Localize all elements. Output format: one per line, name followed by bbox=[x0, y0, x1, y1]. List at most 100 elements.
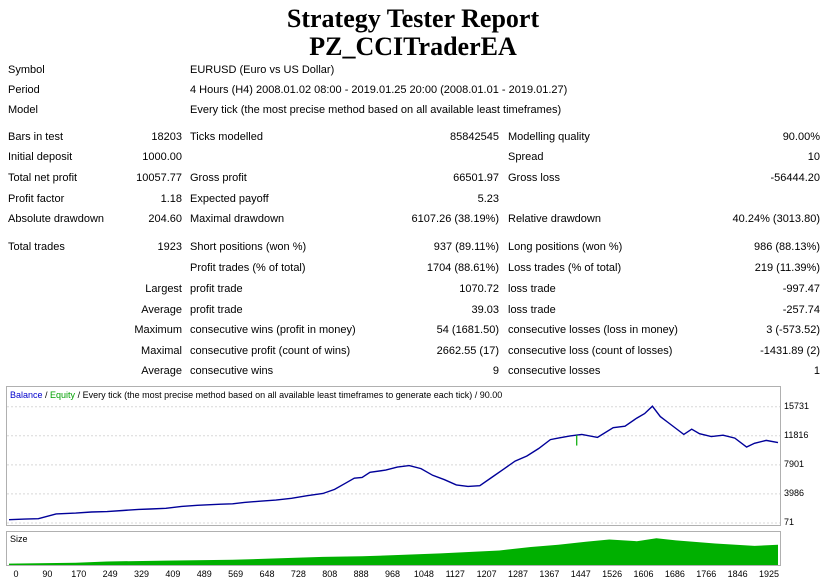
gross-loss-label: Gross loss bbox=[508, 172, 560, 184]
max-consec-wins-value: 54 (1681.50) bbox=[436, 324, 499, 336]
largest-loss-value: -997.47 bbox=[782, 283, 820, 295]
modelling-quality-label: Modelling quality bbox=[508, 131, 590, 143]
info-row-period: Period 4 Hours (H4) 2008.01.02 08:00 - 2… bbox=[0, 80, 826, 100]
x-tick-label: 90 bbox=[42, 569, 53, 579]
size-chart: Size bbox=[6, 531, 781, 566]
profit-trades-value: 1704 (88.61%) bbox=[426, 262, 499, 274]
x-tick-label: 249 bbox=[102, 569, 118, 579]
stats-row-profit: Total net profit 10057.77 Gross profit 6… bbox=[0, 168, 826, 188]
average-profit-value: 39.03 bbox=[471, 304, 499, 316]
largest-loss-label: loss trade bbox=[508, 283, 556, 295]
maximal-consec-loss-value: -1431.89 (2) bbox=[760, 345, 820, 357]
info-row-symbol: Symbol EURUSD (Euro vs US Dollar) bbox=[0, 60, 826, 80]
avg-consec-wins-value: 9 bbox=[492, 365, 499, 377]
maximal-consec-loss-label: consecutive loss (count of losses) bbox=[508, 345, 673, 357]
x-tick-label: 1846 bbox=[727, 569, 748, 579]
stats-row-average: Average profit trade 39.03 loss trade -2… bbox=[0, 300, 826, 320]
bars-in-test-value: 18203 bbox=[151, 131, 182, 143]
maximal-drawdown-value: 6107.26 (38.19%) bbox=[411, 213, 499, 225]
average-loss-value: -257.74 bbox=[782, 304, 820, 316]
x-tick-label: 1287 bbox=[507, 569, 529, 579]
size-label: Size bbox=[10, 534, 28, 544]
maximal-drawdown-label: Maximal drawdown bbox=[190, 213, 285, 225]
model-label: Model bbox=[8, 104, 38, 116]
stats-row-bars: Bars in test 18203 Ticks modelled 858425… bbox=[0, 127, 826, 147]
symbol-value: EURUSD (Euro vs US Dollar) bbox=[190, 64, 335, 76]
x-tick-label: 888 bbox=[353, 569, 369, 579]
stats-row-deposit: Initial deposit 1000.00 Spread 10 bbox=[0, 147, 826, 167]
initial-deposit-label: Initial deposit bbox=[8, 151, 73, 163]
x-tick-label: 0 bbox=[13, 569, 19, 579]
profit-trades-label: Profit trades (% of total) bbox=[190, 262, 306, 274]
largest-profit-label: profit trade bbox=[190, 283, 243, 295]
stats-row-factor: Profit factor 1.18 Expected payoff 5.23 bbox=[0, 189, 826, 209]
stats-row-trades: Total trades 1923 Short positions (won %… bbox=[0, 237, 826, 257]
model-value: Every tick (the most precise method base… bbox=[190, 104, 562, 116]
profit-factor-label: Profit factor bbox=[8, 193, 65, 205]
gross-profit-value: 66501.97 bbox=[453, 172, 499, 184]
ticks-modelled-label: Ticks modelled bbox=[190, 131, 263, 143]
y-tick-label: 11816 bbox=[784, 429, 809, 440]
avg-consec-losses-label: consecutive losses bbox=[508, 365, 601, 377]
average-consec-label: Average bbox=[141, 365, 182, 377]
expected-payoff-value: 5.23 bbox=[477, 193, 499, 205]
max-consec-wins-label: consecutive wins (profit in money) bbox=[190, 324, 356, 336]
y-tick-label: 7901 bbox=[784, 458, 805, 469]
max-consec-losses-value: 3 (-573.52) bbox=[766, 324, 820, 336]
x-tick-label: 569 bbox=[228, 569, 244, 579]
balance-series-line bbox=[8, 405, 779, 521]
x-tick-label: 1766 bbox=[696, 569, 717, 579]
x-tick-label: 728 bbox=[290, 569, 306, 579]
spread-label: Spread bbox=[508, 151, 544, 163]
equity-legend: Equity bbox=[50, 390, 76, 400]
balance-chart: Balance / Equity / Every tick (the most … bbox=[6, 386, 781, 526]
short-positions-value: 937 (89.11%) bbox=[433, 241, 499, 253]
ticks-modelled-value: 85842545 bbox=[450, 131, 499, 143]
maximal-consec-profit-value: 2662.55 (17) bbox=[436, 345, 499, 357]
x-tick-label: 170 bbox=[71, 569, 87, 579]
symbol-label: Symbol bbox=[8, 64, 45, 76]
bars-in-test-label: Bars in test bbox=[8, 131, 64, 143]
total-net-profit-label: Total net profit bbox=[8, 172, 78, 184]
x-tick-label: 1526 bbox=[602, 569, 623, 579]
maximal-consec-profit-label: consecutive profit (count of wins) bbox=[190, 345, 351, 357]
x-tick-label: 1686 bbox=[664, 569, 685, 579]
initial-deposit-value: 1000.00 bbox=[142, 151, 182, 163]
gross-profit-label: Gross profit bbox=[190, 172, 247, 184]
maximum-label: Maximum bbox=[134, 324, 182, 336]
stats-row-drawdown: Absolute drawdown 204.60 Maximal drawdow… bbox=[0, 209, 826, 229]
relative-drawdown-value: 40.24% (3013.80) bbox=[732, 213, 820, 225]
x-tick-label: 1606 bbox=[633, 569, 654, 579]
chart-header-text: / Every tick (the most precise method ba… bbox=[75, 390, 503, 400]
stats-row-largest: Largest profit trade 1070.72 loss trade … bbox=[0, 279, 826, 299]
y-tick-label: 15731 bbox=[784, 400, 810, 411]
period-label: Period bbox=[8, 84, 40, 96]
legend-separator: / bbox=[42, 390, 51, 400]
gross-loss-value: -56444.20 bbox=[770, 172, 820, 184]
x-tick-label: 1207 bbox=[476, 569, 497, 579]
stats-row-average-consec: Average consecutive wins 9 consecutive l… bbox=[0, 361, 826, 381]
total-net-profit-value: 10057.77 bbox=[136, 172, 182, 184]
x-tick-label: 1925 bbox=[758, 569, 780, 579]
balance-chart-canvas bbox=[7, 405, 780, 524]
y-tick-label: 71 bbox=[784, 517, 795, 527]
period-value: 4 Hours (H4) 2008.01.02 08:00 - 2019.01.… bbox=[190, 84, 568, 96]
report-title: Strategy Tester Report bbox=[286, 4, 540, 33]
x-tick-label: 648 bbox=[259, 569, 275, 579]
size-chart-canvas bbox=[9, 538, 778, 565]
stats-row-maximal: Maximal consecutive profit (count of win… bbox=[0, 341, 826, 361]
relative-drawdown-label: Relative drawdown bbox=[508, 213, 601, 225]
x-tick-label: 329 bbox=[133, 569, 150, 579]
x-tick-label: 1367 bbox=[539, 569, 560, 579]
avg-consec-wins-label: consecutive wins bbox=[190, 365, 274, 377]
average-label: Average bbox=[141, 304, 182, 316]
avg-consec-losses-value: 1 bbox=[813, 365, 820, 377]
short-positions-label: Short positions (won %) bbox=[190, 241, 307, 253]
average-loss-label: loss trade bbox=[508, 304, 556, 316]
spread-value: 10 bbox=[807, 151, 820, 163]
y-tick-label: 3986 bbox=[784, 487, 805, 498]
total-trades-value: 1923 bbox=[157, 241, 182, 253]
x-tick-label: 1048 bbox=[413, 569, 434, 579]
info-row-model: Model Every tick (the most precise metho… bbox=[0, 100, 826, 120]
size-series-area bbox=[9, 538, 778, 565]
